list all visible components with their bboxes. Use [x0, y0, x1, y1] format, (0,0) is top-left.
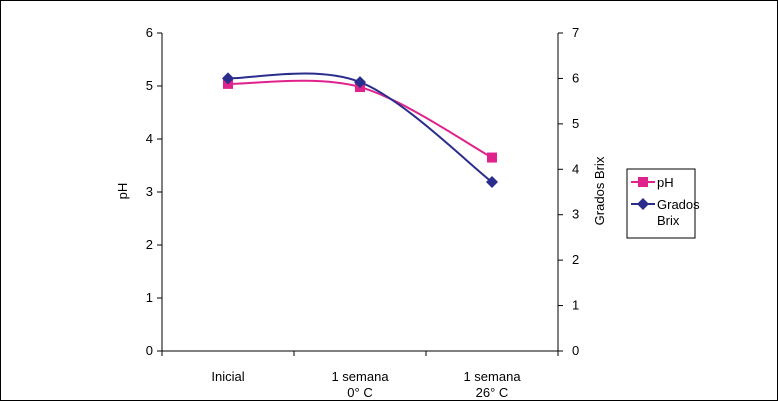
- legend-marker-ph: [638, 177, 648, 187]
- left-axis-ticks: 0 1 2 3 4 5 6: [146, 25, 162, 358]
- data-point-grados-brix: [486, 176, 498, 189]
- data-point-grados-brix: [354, 76, 366, 89]
- left-tick-label: 4: [146, 131, 153, 146]
- right-tick-label: 6: [572, 70, 579, 85]
- right-tick-label: 4: [572, 161, 579, 176]
- x-tick-label: Inicial: [211, 369, 244, 384]
- right-tick-label: 3: [572, 207, 579, 222]
- right-tick-label: 5: [572, 116, 579, 131]
- data-point-ph: [487, 152, 497, 163]
- right-axis-title: Grados Brix: [592, 156, 607, 225]
- left-axis-title: pH: [115, 183, 130, 200]
- left-tick-label: 2: [146, 237, 153, 252]
- legend-label-grados-brix: Grados Brix: [657, 197, 700, 228]
- left-tick-label: 6: [146, 25, 153, 40]
- legend-marker-grados-brix: [637, 198, 649, 210]
- x-tick-label: 1 semana 26° C: [463, 369, 521, 400]
- right-axis-ticks: 0 1 2 3 4 5 6 7: [558, 25, 579, 358]
- data-point-grados-brix: [222, 72, 234, 85]
- left-tick-label: 1: [146, 290, 153, 305]
- x-axis-ticks: Inicial 1 semana 0° C 1 semana 26° C: [161, 351, 559, 400]
- legend-label-ph: pH: [657, 175, 674, 190]
- left-tick-label: 5: [146, 78, 153, 93]
- legend: pH Grados Brix: [626, 168, 700, 239]
- right-tick-label: 2: [572, 252, 579, 267]
- x-tick-label: 1 semana 0° C: [331, 369, 389, 400]
- left-tick-label: 0: [146, 343, 153, 358]
- right-tick-label: 0: [572, 343, 579, 358]
- series-layer: [222, 72, 498, 189]
- left-tick-label: 3: [146, 184, 153, 199]
- series-line-ph: [227, 79, 493, 159]
- right-tick-label: 7: [572, 25, 579, 40]
- right-tick-label: 1: [572, 298, 579, 313]
